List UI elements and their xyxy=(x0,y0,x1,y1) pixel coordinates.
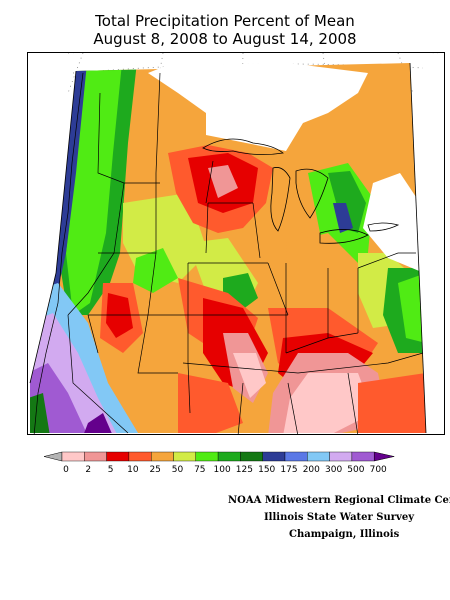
field-se-orangered xyxy=(358,373,426,433)
legend-swatch-dark-green xyxy=(240,451,263,462)
credit-survey: Illinois State Water Survey xyxy=(264,512,415,523)
legend-swatch-red xyxy=(106,451,130,462)
legend-tick-label: 300 xyxy=(325,465,343,475)
legend-tick-label: 50 xyxy=(171,465,184,475)
legend-tick-label: 10 xyxy=(127,465,139,475)
field-central-lightgreen xyxy=(133,248,178,293)
precipitation-map xyxy=(27,52,445,435)
legend-tick-label: 175 xyxy=(280,465,298,475)
map-date-range: August 8, 2008 to August 14, 2008 xyxy=(93,30,357,48)
no-data-area xyxy=(148,63,424,273)
legend-swatch-yellow-green xyxy=(173,451,196,462)
map-canvas xyxy=(29,53,438,434)
field-sw-darkpurple xyxy=(83,413,113,433)
color-legend xyxy=(43,451,395,462)
field-east-lightgreen xyxy=(398,273,426,343)
precip-field xyxy=(30,63,426,433)
field-ut-red xyxy=(106,293,133,338)
data-boundary-west xyxy=(29,70,77,384)
great-lakes xyxy=(202,138,400,244)
legend-swatch-navy xyxy=(262,451,286,462)
legend-tick-label: 150 xyxy=(258,465,276,475)
field-ohio-navy xyxy=(333,203,353,233)
legend-arrow-low xyxy=(43,451,63,462)
field-ohio-green xyxy=(328,171,366,233)
legend-swatch-pale-pink xyxy=(61,451,85,462)
legend-tick-label: 500 xyxy=(347,465,365,475)
legend-tick-label: 2 xyxy=(85,465,92,475)
legend-swatch-orange xyxy=(150,451,174,462)
legend-swatch-pink xyxy=(84,451,107,462)
legend-swatch-green xyxy=(217,451,241,462)
west-coastline xyxy=(33,72,84,434)
state-boundaries xyxy=(67,72,424,434)
field-sw-orange xyxy=(138,353,178,433)
credit-org: NOAA Midwestern Regional Climate Cent xyxy=(228,495,450,506)
legend-tick-label: 25 xyxy=(149,465,161,475)
legend-tick-label: 100 xyxy=(213,465,231,475)
field-west-lightgreen xyxy=(66,63,123,315)
map-title: Total Precipitation Percent of Mean xyxy=(95,12,355,30)
field-mo-palepink xyxy=(233,353,266,398)
field-east-orange xyxy=(286,233,368,323)
legend-arrow-high xyxy=(373,451,395,462)
legend-tick-label: 200 xyxy=(302,465,320,475)
legend-swatch-lavender xyxy=(329,451,353,462)
legend-tick-label: 5 xyxy=(107,465,114,475)
legend-tick-label: 125 xyxy=(235,465,253,475)
field-tx-orangered xyxy=(178,373,243,433)
field-uppermw-pink xyxy=(208,165,238,198)
legend-tick-label: 700 xyxy=(369,465,387,475)
legend-swatch-blue xyxy=(284,451,308,462)
legend-tick-label: 0 xyxy=(63,465,69,475)
legend-swatch-sky-blue xyxy=(307,451,330,462)
legend-tick-label: 75 xyxy=(194,465,206,475)
credit-location: Champaign, Illinois xyxy=(289,529,400,540)
legend-swatch-orange-red xyxy=(128,451,152,462)
legend-swatch-purple xyxy=(351,451,375,462)
data-boundary-east xyxy=(409,62,427,434)
field-sw-darkgreen xyxy=(30,393,50,433)
legend-swatch-light-green xyxy=(195,451,219,462)
